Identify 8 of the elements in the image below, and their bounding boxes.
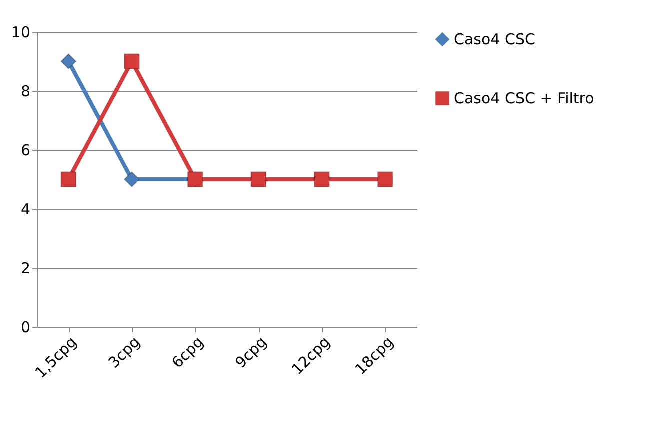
- y-tick-label: 8: [20, 82, 30, 100]
- legend-label: Caso4 CSC: [454, 30, 536, 48]
- y-tick-label: 10: [11, 24, 30, 42]
- y-tick-label: 2: [20, 260, 30, 278]
- legend-label: Caso4 CSC + Filtro: [454, 90, 594, 108]
- y-tick-label: 0: [20, 318, 30, 336]
- y-tick-label: 6: [20, 142, 30, 160]
- y-tick-label: 4: [20, 200, 30, 218]
